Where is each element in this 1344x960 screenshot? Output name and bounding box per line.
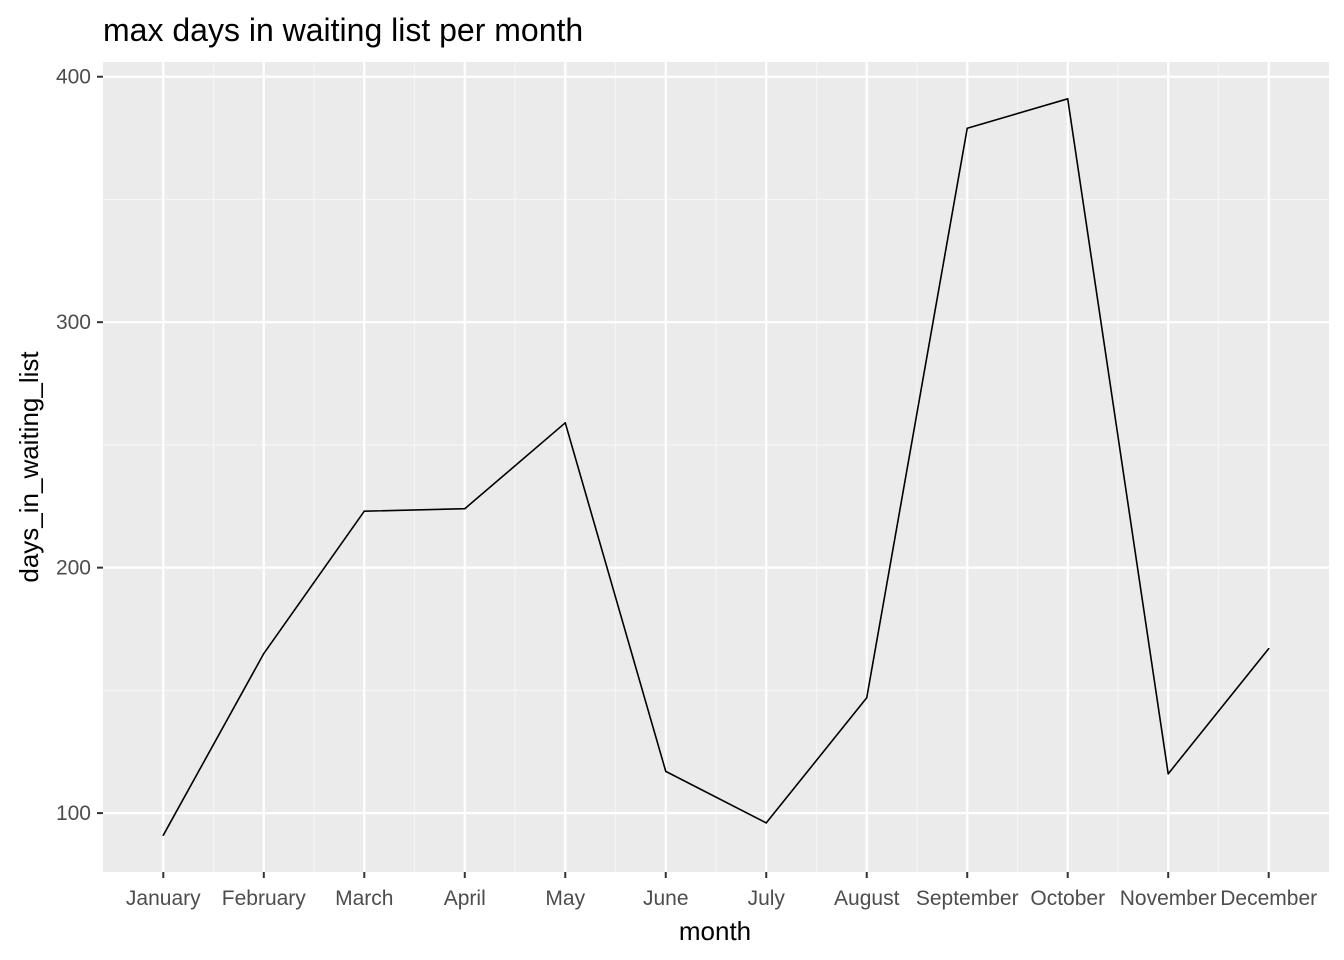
x-axis: January February March April May June July Augu… xyxy=(126,872,1317,910)
data-point xyxy=(664,770,667,773)
y-tick-label: 400 xyxy=(56,66,91,89)
minor-gridlines xyxy=(103,62,1329,872)
x-tick-label: July xyxy=(748,887,786,910)
x-tick-label: August xyxy=(834,887,900,910)
series-line xyxy=(162,98,1270,836)
data-point xyxy=(564,422,567,424)
x-tick-label: November xyxy=(1120,887,1217,910)
series-layer xyxy=(162,98,1270,836)
x-tick-label: September xyxy=(916,887,1019,910)
x-tick-label: April xyxy=(444,887,486,910)
data-point xyxy=(463,507,466,510)
data-point xyxy=(1066,98,1069,100)
x-tick-label: December xyxy=(1220,887,1317,910)
chart-title: max days in waiting list per month xyxy=(103,12,583,48)
x-tick-label: February xyxy=(222,887,307,910)
major-gridlines xyxy=(103,62,1329,872)
data-point xyxy=(865,696,868,699)
y-tick-label: 300 xyxy=(56,311,91,334)
data-point xyxy=(1267,647,1270,650)
x-tick-label: June xyxy=(643,887,689,910)
data-point xyxy=(363,510,366,512)
data-point xyxy=(1167,773,1170,775)
x-tick-label: October xyxy=(1030,887,1105,910)
data-point xyxy=(162,834,165,836)
x-tick-label: January xyxy=(126,887,201,910)
y-tick-label: 200 xyxy=(56,557,91,580)
x-tick-label: March xyxy=(335,887,393,910)
y-axis: 100 200 300 400 xyxy=(56,66,103,825)
data-point xyxy=(765,822,768,824)
y-tick-label: 100 xyxy=(56,802,91,825)
data-point xyxy=(966,127,969,130)
x-axis-label: month xyxy=(679,916,751,946)
x-tick-label: May xyxy=(545,887,585,910)
y-axis-label: days_in_waiting_list xyxy=(14,351,44,583)
data-point xyxy=(262,652,265,655)
